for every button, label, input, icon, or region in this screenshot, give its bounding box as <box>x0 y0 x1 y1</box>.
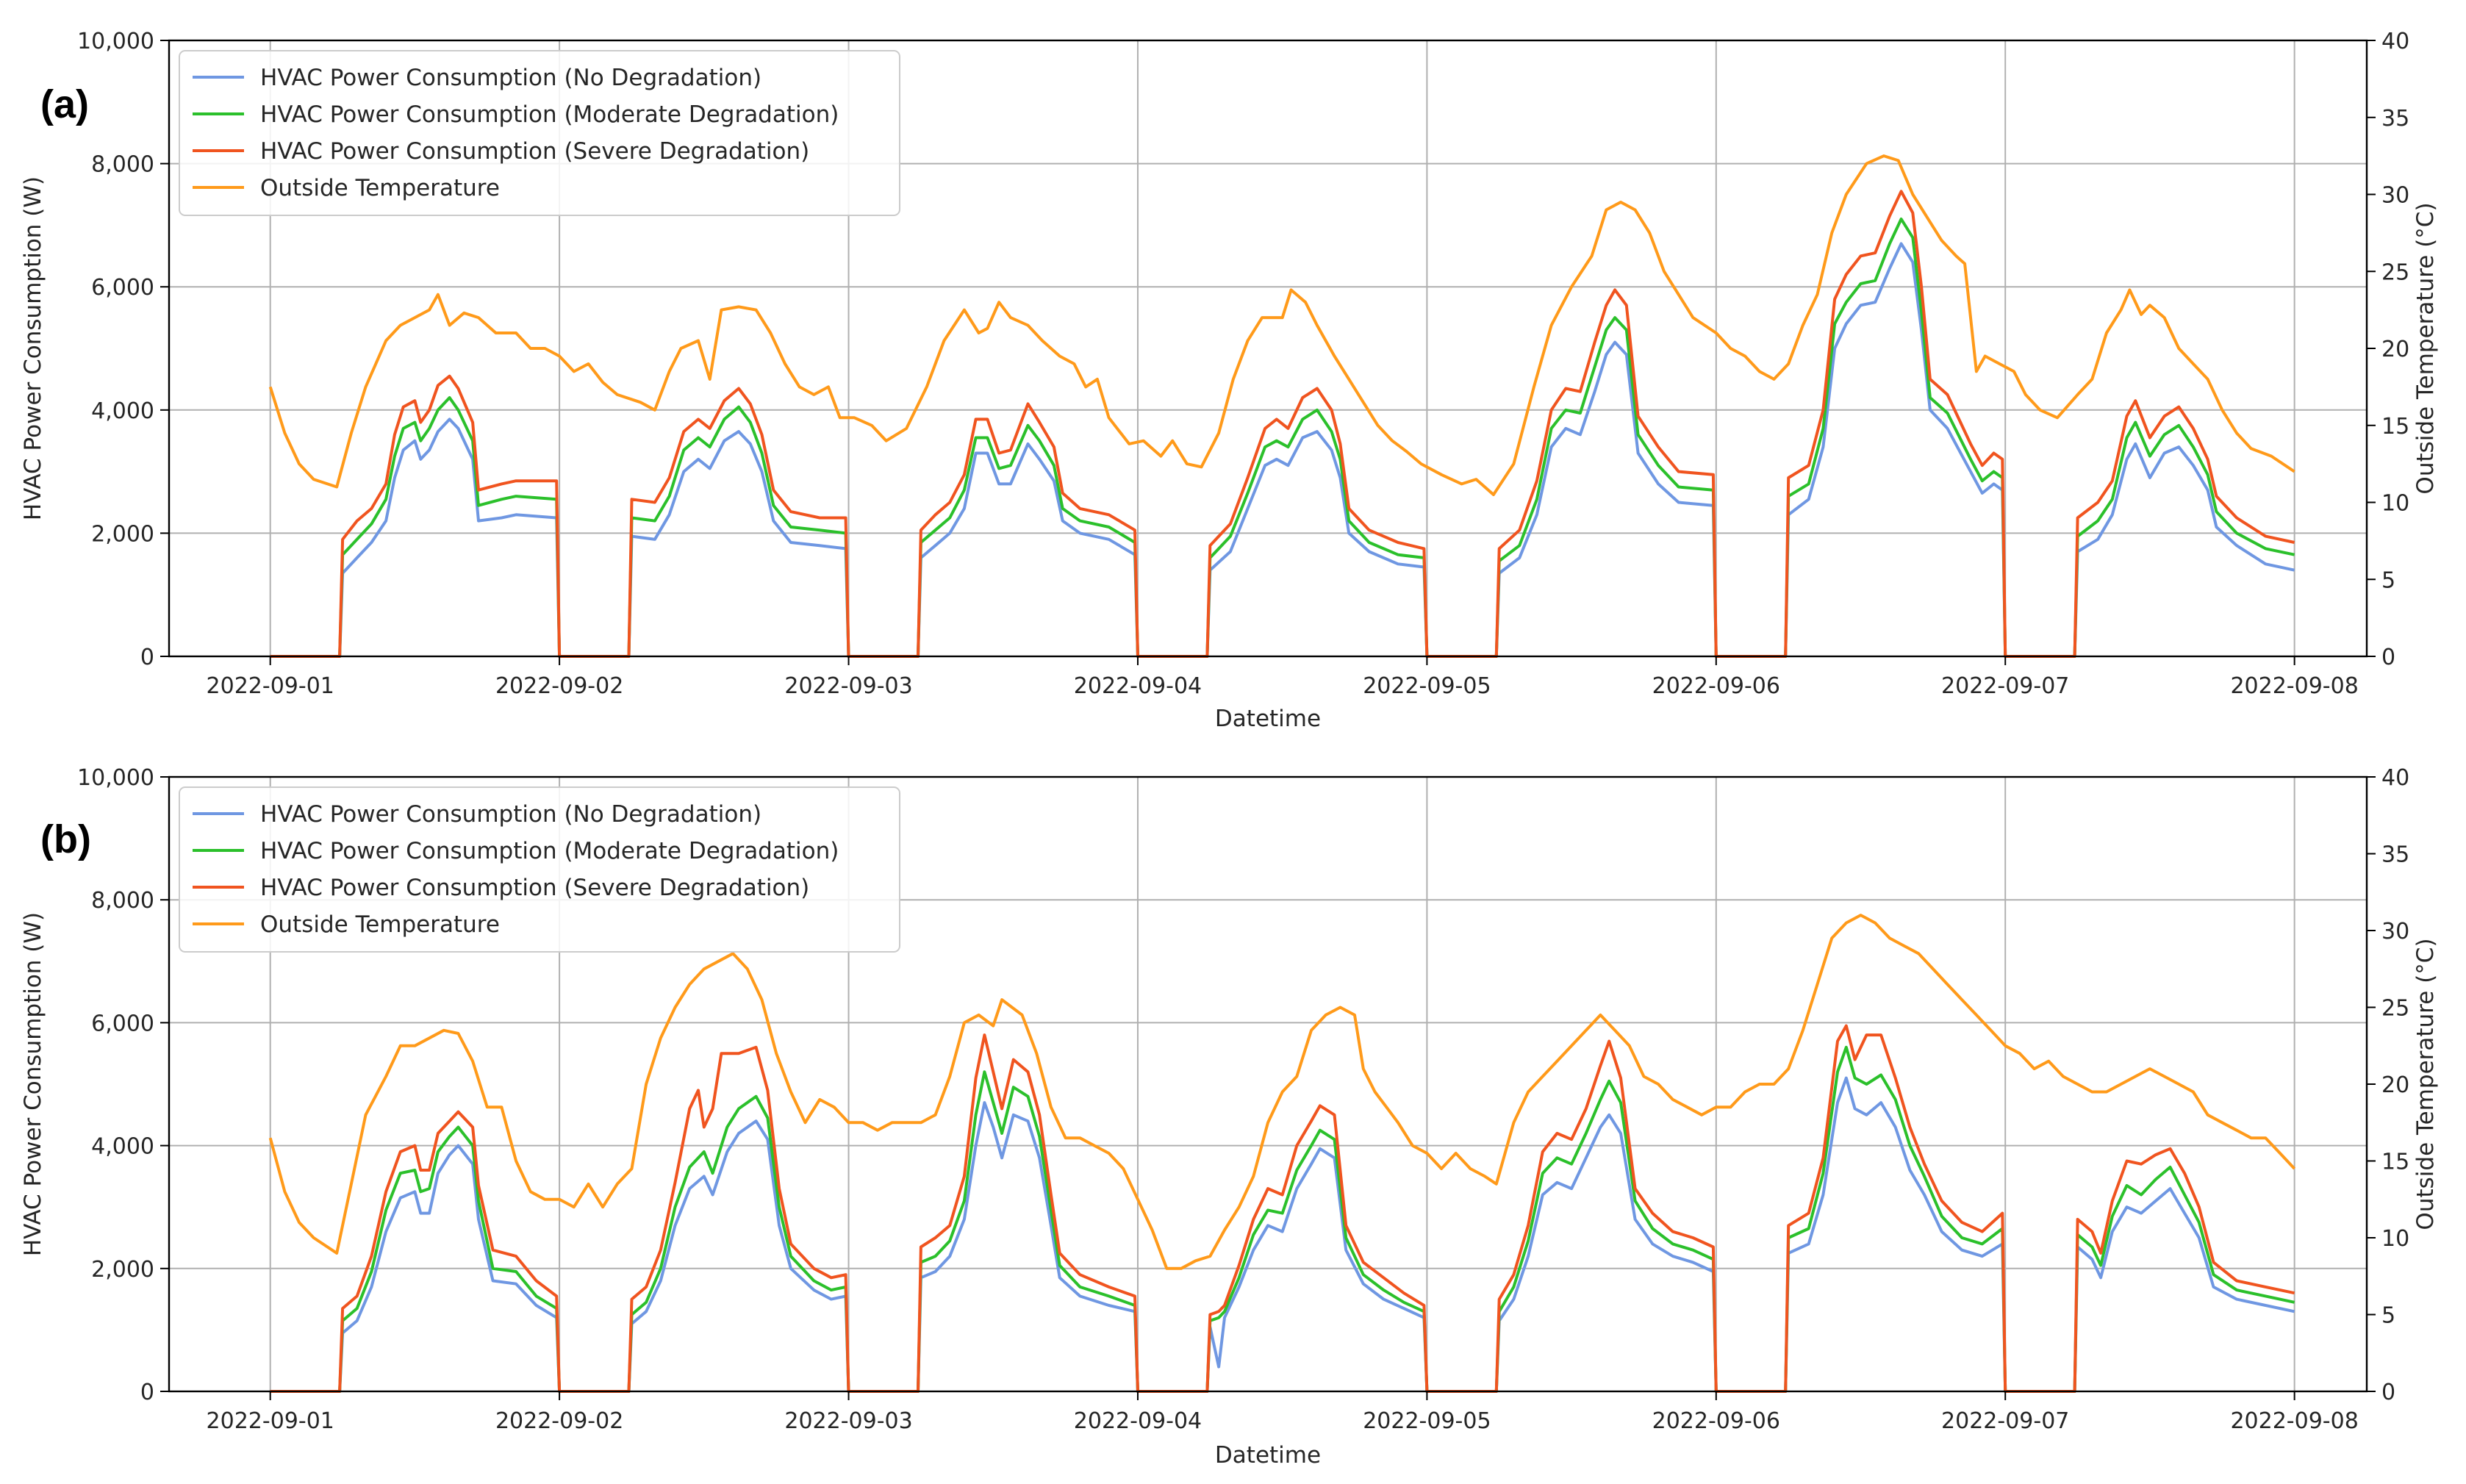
legend-entry: HVAC Power Consumption (No Degradation) <box>260 801 761 828</box>
y-right-axis-label: Outside Temperature (°C) <box>2412 202 2439 494</box>
y-right-tick-label: 35 <box>2381 106 2409 132</box>
x-tick-label: 2022-09-01 <box>207 673 334 699</box>
legend-box <box>179 786 900 953</box>
y-right-tick-label: 0 <box>2381 1380 2395 1405</box>
y-tick-label: 8,000 <box>91 888 154 914</box>
x-axis-label: Datetime <box>1215 1442 1321 1469</box>
x-tick-label: 2022-09-04 <box>1074 1408 1202 1434</box>
x-tick-label: 2022-09-07 <box>1941 673 2069 699</box>
legend-entry: HVAC Power Consumption (Moderate Degrada… <box>260 101 839 128</box>
y-right-tick-label: 30 <box>2381 919 2409 944</box>
x-tick-label: 2022-09-01 <box>207 1408 334 1434</box>
x-tick-label: 2022-09-03 <box>784 673 912 699</box>
legend-entry: HVAC Power Consumption (No Degradation) <box>260 65 761 91</box>
series-line-severe-degradation <box>270 1024 2295 1393</box>
legend-entry: Outside Temperature <box>260 911 500 938</box>
series-line-outside-temperature <box>268 914 2296 1270</box>
y-tick-label: 0 <box>140 645 154 670</box>
y-right-tick-label: 5 <box>2381 1303 2395 1329</box>
y-axis-label: HVAC Power Consumption (W) <box>20 912 46 1256</box>
x-axis-label: Datetime <box>1215 706 1321 732</box>
panel-label: (a) <box>40 82 89 126</box>
panel-label: (b) <box>40 817 91 861</box>
y-right-tick-label: 20 <box>2381 1072 2409 1098</box>
x-tick-label: 2022-09-06 <box>1652 673 1780 699</box>
y-tick-label: 6,000 <box>91 275 154 301</box>
legend: HVAC Power Consumption (No Degradation) H… <box>179 786 900 953</box>
x-tick-label: 2022-09-05 <box>1363 1408 1491 1434</box>
legend-entry: HVAC Power Consumption (Severe Degradati… <box>260 138 809 165</box>
x-tick-label: 2022-09-07 <box>1941 1408 2069 1434</box>
y-right-tick-label: 35 <box>2381 842 2409 868</box>
x-tick-label: 2022-09-05 <box>1363 673 1491 699</box>
y-tick-label: 0 <box>140 1380 154 1405</box>
y-axis-label: HVAC Power Consumption (W) <box>20 176 46 520</box>
y-tick-label: 6,000 <box>91 1011 154 1036</box>
series-line-outside-temperature <box>268 154 2295 496</box>
y-tick-label: 8,000 <box>91 152 154 178</box>
legend-entry: HVAC Power Consumption (Severe Degradati… <box>260 875 809 901</box>
y-tick-label: 4,000 <box>91 1134 154 1160</box>
x-tick-label: 2022-09-06 <box>1652 1408 1780 1434</box>
y-tick-label: 2,000 <box>91 521 154 547</box>
y-right-tick-label: 20 <box>2381 337 2409 362</box>
chart-panel-a: 2022-09-01 2022-09-02 2022-09-03 2022-09-04… <box>20 29 2439 732</box>
y-right-tick-label: 10 <box>2381 491 2409 517</box>
legend-entry: Outside Temperature <box>260 175 500 201</box>
x-tick-label: 2022-09-04 <box>1074 673 1202 699</box>
y-tick-label: 2,000 <box>91 1257 154 1283</box>
legend-entry: HVAC Power Consumption (Moderate Degrada… <box>260 838 839 864</box>
y-right-axis-label: Outside Temperature (°C) <box>2412 938 2439 1230</box>
y-right-tick-label: 40 <box>2381 765 2409 791</box>
y-right-tick-label: 25 <box>2381 259 2409 285</box>
x-tick-label: 2022-09-08 <box>2230 673 2358 699</box>
y-right-tick-label: 25 <box>2381 996 2409 1022</box>
y-right-tick-label: 30 <box>2381 183 2409 209</box>
y-right-tick-label: 40 <box>2381 29 2409 54</box>
x-tick-label: 2022-09-02 <box>495 673 623 699</box>
y-tick-label: 10,000 <box>77 765 154 791</box>
y-right-tick-label: 5 <box>2381 567 2395 593</box>
chart-panel-b: 2022-09-01 2022-09-02 2022-09-03 2022-09-04… <box>20 765 2439 1469</box>
x-tick-label: 2022-09-02 <box>495 1408 623 1434</box>
legend: HVAC Power Consumption (No Degradation) H… <box>179 50 900 216</box>
y-tick-label: 10,000 <box>77 29 154 54</box>
y-tick-label: 4,000 <box>91 398 154 424</box>
legend-box <box>179 50 900 216</box>
y-right-tick-label: 0 <box>2381 645 2395 670</box>
y-right-tick-label: 10 <box>2381 1226 2409 1252</box>
x-tick-label: 2022-09-03 <box>784 1408 912 1434</box>
y-right-tick-label: 15 <box>2381 414 2409 440</box>
x-tick-label: 2022-09-08 <box>2230 1408 2358 1434</box>
y-right-tick-label: 15 <box>2381 1150 2409 1175</box>
